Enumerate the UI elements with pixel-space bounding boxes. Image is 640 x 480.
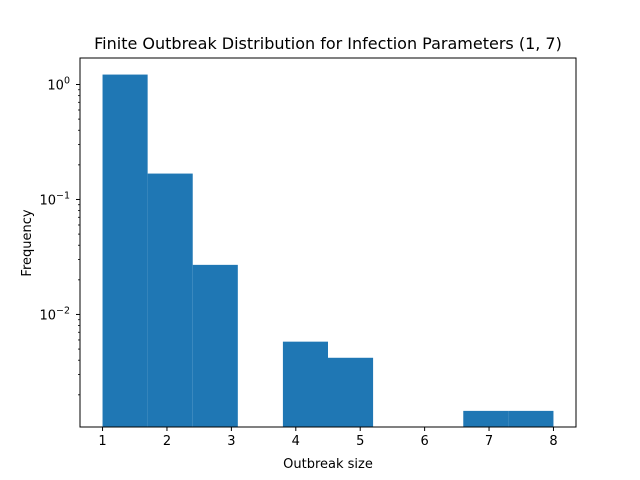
x-tick-label-4: 4 — [292, 434, 300, 449]
x-tick-label-7: 7 — [485, 434, 493, 449]
x-tick-label-8: 8 — [549, 434, 557, 449]
histogram-bar-3 — [192, 264, 238, 427]
x-tick-label-6: 6 — [420, 434, 428, 449]
y-tick-label-2: 10−1 — [39, 190, 70, 208]
x-axis-label: Outbreak size — [283, 457, 373, 472]
plot-frame — [79, 57, 577, 428]
x-axis: 1 2 3 4 5 6 7 8 — [98, 427, 558, 449]
histogram-bar-10 — [508, 410, 554, 427]
histogram-bar-1 — [102, 74, 148, 428]
chart-title: Finite Outbreak Distribution for Infecti… — [94, 34, 562, 53]
x-tick-label-3: 3 — [227, 434, 235, 449]
y-axis: 100 10−1 10−2 — [39, 75, 80, 396]
y-tick-label-3: 10−2 — [39, 305, 70, 323]
x-tick-label-1: 1 — [98, 434, 106, 449]
y-axis-label: Frequency — [20, 209, 35, 276]
histogram-bars — [102, 74, 554, 428]
x-tick-label-2: 2 — [163, 434, 171, 449]
histogram-bar-6 — [328, 357, 374, 427]
x-tick-label-5: 5 — [356, 434, 364, 449]
y-tick-label-1: 100 — [47, 75, 70, 93]
histogram-bar-2 — [147, 173, 193, 427]
histogram-bar-9 — [463, 410, 509, 427]
histogram-bar-5 — [282, 341, 328, 427]
